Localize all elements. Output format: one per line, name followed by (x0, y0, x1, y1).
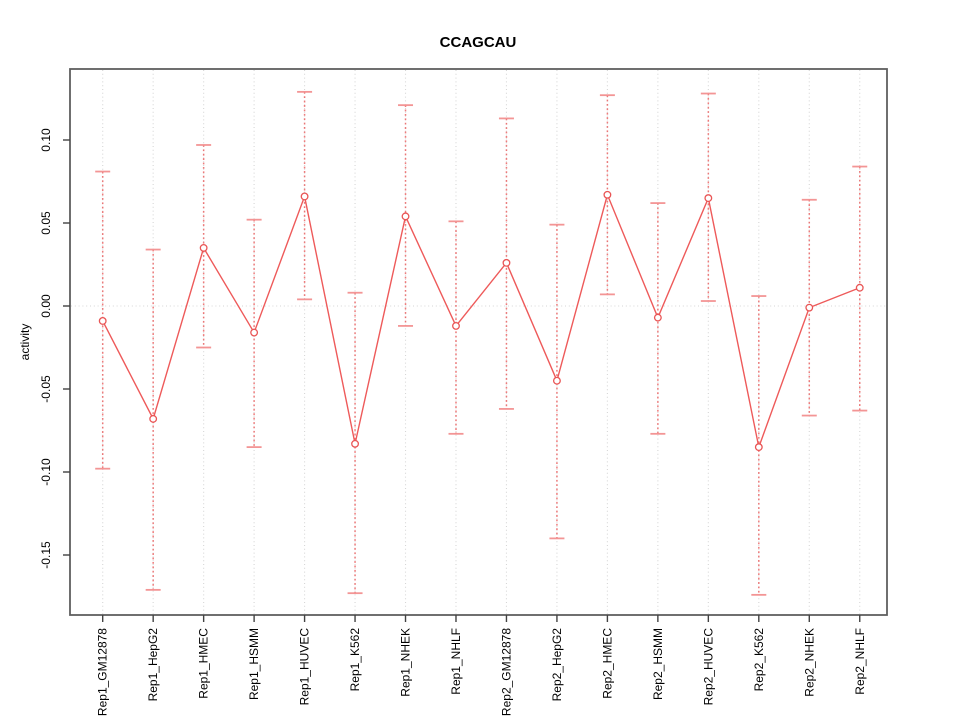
x-tick-label: Rep2_NHEK (802, 628, 816, 697)
y-tick-label: -0.15 (39, 541, 53, 569)
data-point (603, 190, 612, 199)
x-tick-label: Rep2_HMEC (600, 628, 614, 699)
data-point (452, 321, 460, 330)
series-line (102, 192, 861, 450)
data-point (754, 443, 763, 452)
x-tick-label: Rep1_GM12878 (96, 628, 110, 716)
data-point (351, 439, 359, 448)
x-tick-label: Rep2_HepG2 (550, 628, 564, 702)
x-tick-label: Rep2_HSMM (651, 628, 665, 700)
x-tick-label: Rep1_HUVEC (298, 628, 312, 706)
series-layer (98, 190, 864, 452)
y-tick-label: 0.05 (39, 211, 53, 235)
x-tick-label: Rep1_NHLF (449, 628, 463, 695)
data-point (250, 328, 259, 337)
grid-layer (71, 70, 886, 614)
data-point (502, 258, 511, 267)
data-point (401, 212, 410, 221)
x-tick-label: Rep1_HepG2 (146, 628, 160, 702)
y-axis-title: activity (18, 324, 32, 361)
x-tick-label: Rep1_K562 (348, 628, 362, 692)
x-tick-label: Rep1_HSMM (247, 628, 261, 700)
x-tick-label: Rep1_HMEC (197, 628, 211, 699)
data-point (98, 316, 107, 325)
chart-title: CCAGCAU (440, 34, 517, 51)
data-point (805, 303, 814, 312)
y-tick-label: -0.05 (39, 375, 53, 403)
data-point (300, 192, 309, 201)
data-point (855, 283, 864, 292)
plot-box (69, 68, 888, 616)
data-point (552, 376, 561, 385)
data-point (653, 313, 662, 322)
x-tick-label: Rep2_GM12878 (499, 628, 513, 716)
x-tick-label: Rep1_NHEK (399, 628, 413, 697)
data-point (704, 194, 713, 203)
y-tick-label: 0.00 (39, 294, 53, 318)
x-tick-label: Rep2_NHLF (853, 628, 867, 695)
error-bar-layer (95, 90, 868, 596)
y-tick-label: -0.10 (39, 458, 53, 486)
x-tick-label: Rep2_K562 (752, 628, 766, 692)
data-point (149, 414, 158, 423)
axes-layer: 0.10 0.05 0.00 -0.05 -0.10 -0.15 Rep1_GM12878 R… (39, 68, 888, 716)
y-tick-label: 0.10 (39, 128, 53, 152)
x-tick-label: Rep2_HUVEC (701, 628, 715, 706)
data-point (199, 243, 208, 252)
